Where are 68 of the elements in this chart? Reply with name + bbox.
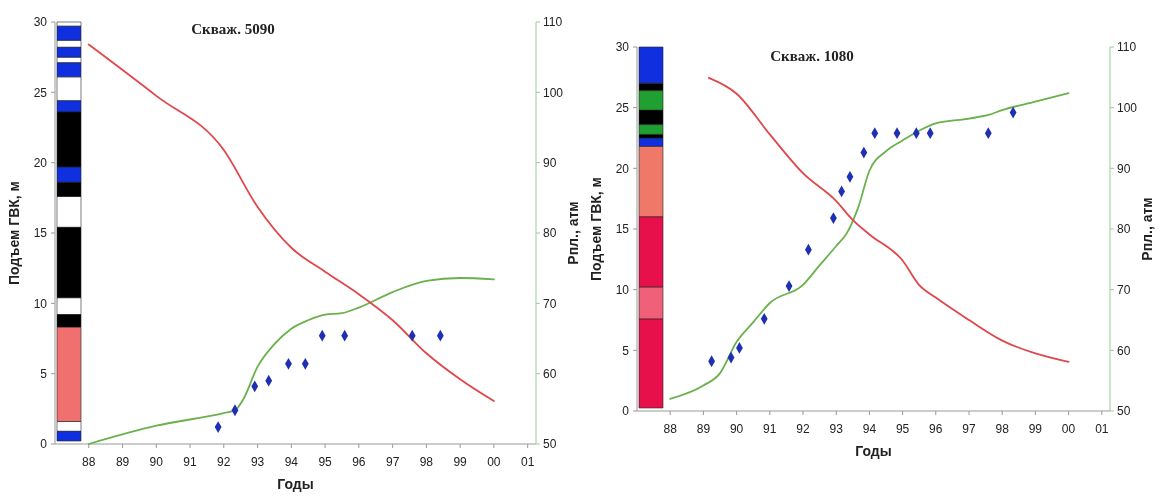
y-tick-label: 0: [40, 437, 48, 452]
x-tick-label: 93: [250, 455, 265, 469]
y-tick-label: 20: [33, 155, 48, 170]
y-axis-title: Подъем ГВК, м: [6, 181, 22, 285]
y-tick-label: 10: [33, 296, 48, 311]
x-tick-label: 99: [453, 455, 468, 469]
line-series: [87, 43, 495, 402]
x-tick-label: 93: [829, 422, 844, 436]
y2-tick-label: 80: [1117, 222, 1131, 237]
x-tick-label: 94: [862, 422, 877, 436]
y2-tick-label: 70: [543, 296, 557, 311]
x-tick-label: 97: [962, 422, 977, 436]
y2-tick-label: 110: [543, 15, 563, 30]
y2-tick-label: 50: [543, 437, 557, 452]
x-tick-label: 00: [487, 455, 501, 469]
x-tick-label: 92: [796, 422, 810, 436]
y-tick-label: 10: [615, 282, 630, 297]
line-series: [87, 277, 495, 445]
x-tick-label: 95: [895, 422, 910, 436]
x-tick-label: 90: [149, 455, 164, 469]
x-tick-label: 91: [183, 455, 198, 469]
chart-title: Скваж. 5090: [191, 21, 275, 37]
x-tick-label: 91: [763, 422, 777, 436]
x-tick-label: 98: [419, 455, 434, 469]
x-tick-label: 88: [663, 422, 678, 436]
x-tick-label: 94: [284, 455, 299, 469]
y-tick-label: 5: [622, 343, 630, 358]
x-tick-label: 90: [729, 422, 744, 436]
x-tick-label: 96: [929, 422, 943, 436]
x-tick-label: 89: [115, 455, 130, 469]
y2-tick-label: 100: [543, 85, 564, 100]
y2-tick-label: 50: [1117, 404, 1131, 419]
x-tick-label: 01: [521, 455, 535, 469]
y-tick-label: 25: [615, 100, 630, 115]
x-axis-title: Годы: [855, 443, 892, 459]
y-tick-label: 5: [40, 366, 48, 381]
line-series: [707, 77, 1070, 363]
y-tick-label: 30: [33, 15, 48, 30]
y2-tick-label: 70: [1117, 282, 1131, 297]
x-tick-label: 00: [1061, 422, 1076, 436]
x-tick-label: 88: [82, 455, 96, 469]
y2-tick-label: 60: [1117, 343, 1131, 358]
y2-tick-label: 90: [543, 155, 557, 170]
y2-tick-label: 100: [1117, 100, 1138, 115]
y-tick-label: 20: [615, 161, 630, 176]
y-tick-label: 0: [622, 404, 630, 419]
chart-title: Скваж. 1080: [770, 48, 854, 64]
x-tick-label: 89: [696, 422, 711, 436]
y2-tick-label: 110: [1117, 40, 1137, 55]
x-tick-label: 92: [217, 455, 231, 469]
y2-axis-title: Рпл., атм: [565, 201, 581, 265]
x-tick-label: 98: [995, 422, 1010, 436]
y-tick-label: 15: [615, 222, 630, 237]
x-tick-label: 97: [385, 455, 400, 469]
x-tick-label: 96: [352, 455, 366, 469]
x-tick-label: 99: [1028, 422, 1043, 436]
x-tick-label: 95: [318, 455, 333, 469]
y-tick-label: 15: [33, 226, 48, 241]
y2-tick-label: 60: [543, 366, 557, 381]
x-axis-title: Годы: [277, 476, 314, 492]
y2-axis-title: Рпл., атм: [1139, 197, 1155, 261]
line-series: [669, 92, 1070, 400]
y-axis-title: Подъем ГВК, м: [588, 177, 604, 281]
y-tick-label: 25: [33, 85, 48, 100]
y2-tick-label: 90: [1117, 161, 1131, 176]
x-tick-label: 01: [1095, 422, 1109, 436]
y2-tick-label: 80: [543, 226, 557, 241]
y-tick-label: 30: [615, 40, 630, 55]
